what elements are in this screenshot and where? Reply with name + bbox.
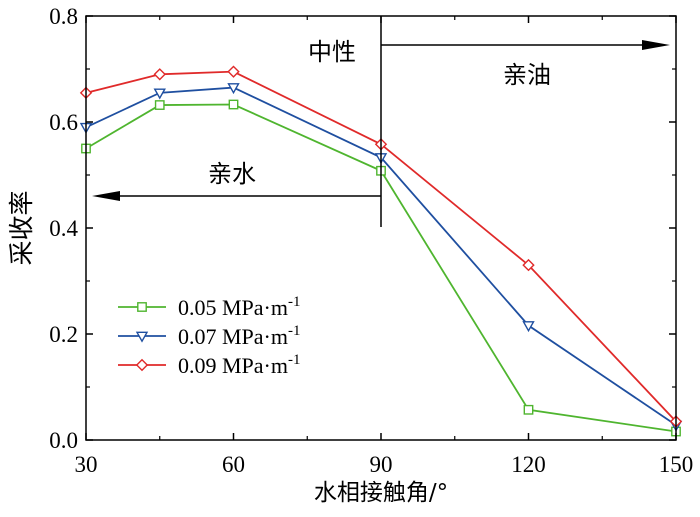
legend-label-text: 0.07 MPa·m <box>178 324 288 349</box>
data-point <box>227 83 240 95</box>
y-tick-label: 0.4 <box>49 216 78 241</box>
data-point <box>154 100 165 110</box>
data-point <box>227 65 240 78</box>
legend-marker-1 <box>135 331 149 343</box>
y-axis-label: 采收率 <box>7 190 36 265</box>
data-point <box>153 88 166 100</box>
legend-label-1: 0.07 MPa·m-1 <box>178 323 301 349</box>
legend-label-2: 0.09 MPa·m-1 <box>178 352 301 378</box>
legend-label-superscript: -1 <box>288 352 301 368</box>
oil-wet-arrow-head <box>642 40 670 50</box>
data-point <box>522 258 535 272</box>
x-tick-label: 150 <box>659 452 694 477</box>
water-wet-label: 亲水 <box>208 160 256 188</box>
series-line-1 <box>85 86 677 426</box>
data-point <box>523 404 534 415</box>
water-wet-arrow-head <box>92 191 120 201</box>
y-tick-label: 0.0 <box>49 428 78 453</box>
x-tick-label: 30 <box>75 452 98 477</box>
series-line-2 <box>85 70 677 423</box>
data-point <box>522 321 535 333</box>
legend-label-superscript: -1 <box>288 323 301 339</box>
legend-marker-0 <box>137 302 147 312</box>
y-tick-label: 0.2 <box>49 322 78 347</box>
y-tick-label: 0.6 <box>49 110 78 135</box>
x-tick-label: 90 <box>370 452 393 477</box>
data-point <box>228 99 239 110</box>
y-tick-label: 0.8 <box>49 4 78 29</box>
legend-marker-2 <box>135 358 149 372</box>
x-axis-label: 水相接触角/° <box>314 480 448 506</box>
x-tick-label: 60 <box>222 452 245 477</box>
oil-wet-label: 亲油 <box>503 61 551 89</box>
series-line-0 <box>85 103 677 433</box>
legend-label-text: 0.05 MPa·m <box>178 295 288 320</box>
legend-label-superscript: -1 <box>288 294 301 310</box>
x-tick-label: 120 <box>511 452 546 477</box>
data-point <box>153 68 166 81</box>
neutral-label: 中性 <box>308 38 356 66</box>
legend-label-text: 0.09 MPa·m <box>178 353 288 378</box>
legend-label-0: 0.05 MPa·m-1 <box>178 294 301 320</box>
